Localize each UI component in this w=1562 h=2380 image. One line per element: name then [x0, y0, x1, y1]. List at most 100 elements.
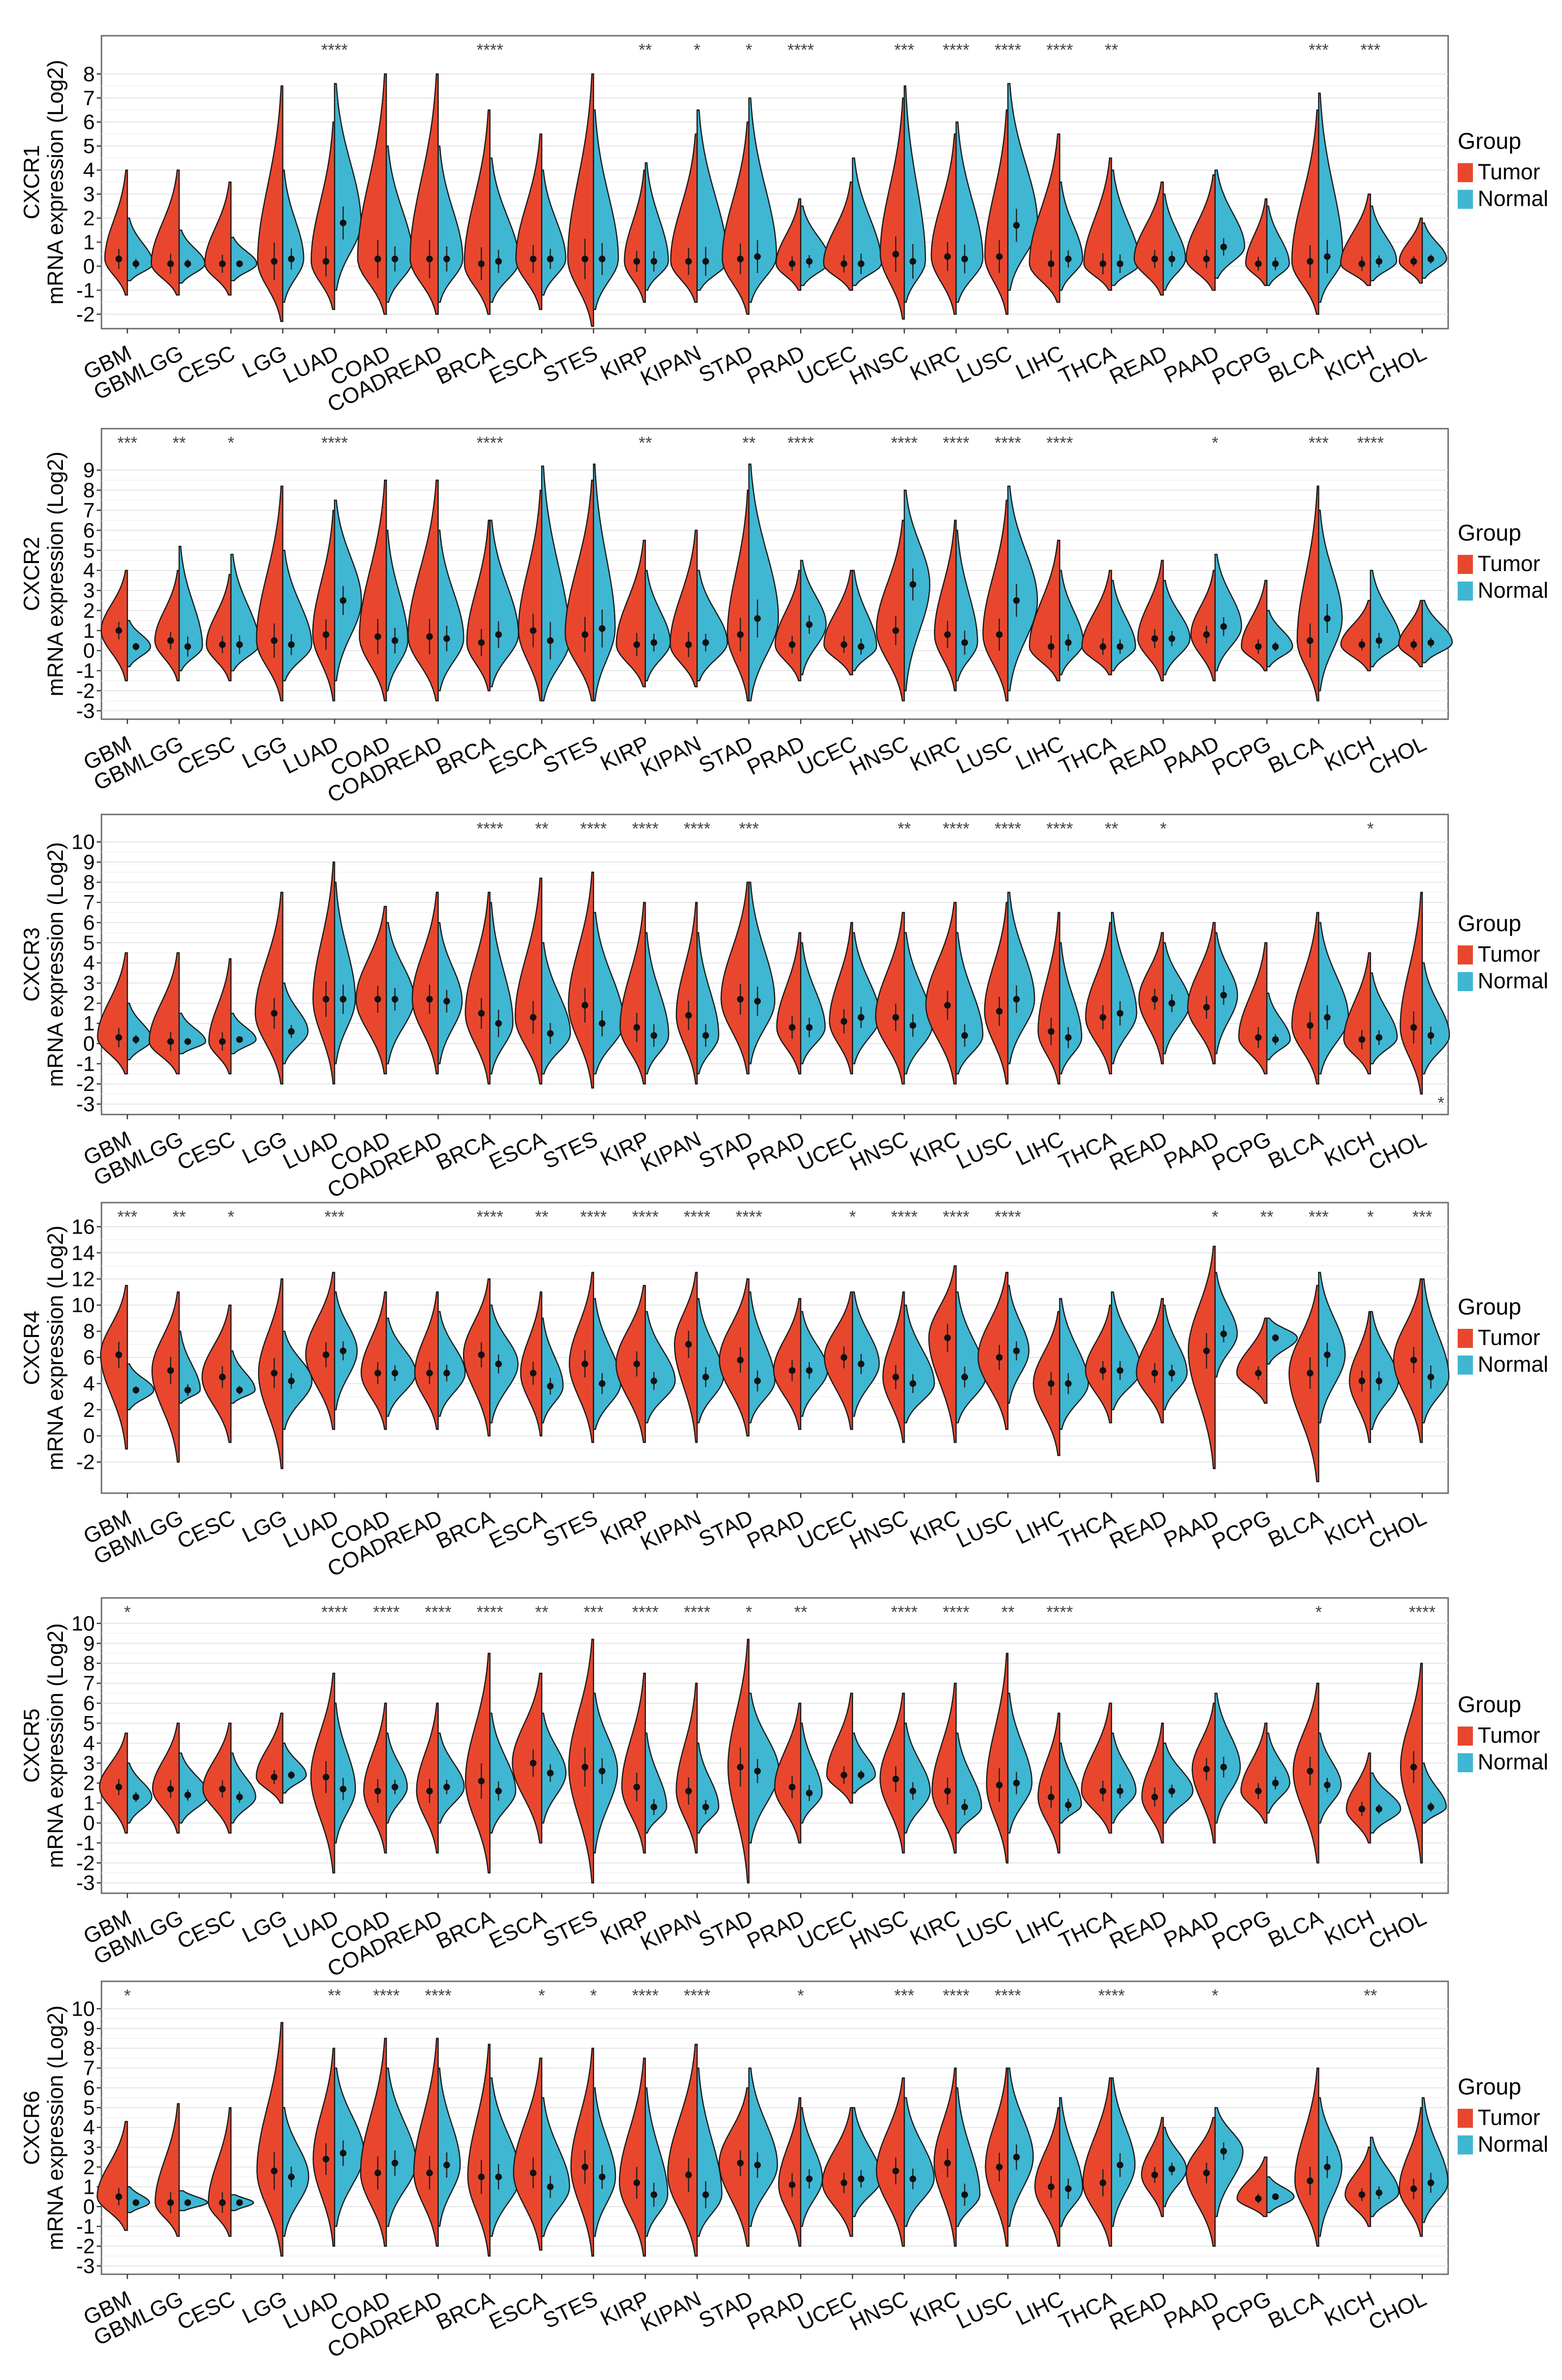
- median-point-tumor: [530, 1759, 537, 1767]
- median-point-normal: [961, 255, 968, 262]
- violin-normal-coad: [385, 530, 409, 692]
- median-point-tumor: [685, 258, 692, 265]
- violin-tumor-lihc: [1037, 912, 1060, 1085]
- median-point-normal: [961, 1032, 968, 1039]
- legend-title: Group: [1458, 129, 1521, 154]
- median-point-normal: [340, 220, 347, 227]
- median-point-tumor: [1099, 260, 1107, 267]
- y-tick-label: 1: [83, 1792, 95, 1815]
- median-point-tumor: [1358, 641, 1365, 648]
- median-point-tumor: [581, 255, 588, 262]
- significance-mark: ****: [787, 40, 814, 60]
- x-tick-label: KICH: [1320, 1505, 1379, 1550]
- significance-mark: **: [742, 433, 756, 452]
- median-point-tumor: [840, 641, 847, 648]
- legend-title: Group: [1458, 911, 1521, 936]
- legend-title: Group: [1458, 2075, 1521, 2100]
- median-point-normal: [443, 1369, 450, 1376]
- violin-tumor-esca: [518, 489, 543, 702]
- median-point-normal: [392, 1369, 399, 1376]
- median-point-tumor: [1255, 1034, 1262, 1041]
- x-tick-label: CESC: [173, 1505, 239, 1554]
- significance-mark: ****: [995, 1207, 1021, 1226]
- median-point-normal: [132, 643, 140, 650]
- legend-swatch-normal: [1458, 582, 1473, 601]
- violin-normal-lusc: [1007, 485, 1038, 692]
- median-point-normal: [702, 1032, 709, 1039]
- violin-tumor-lusc: [984, 109, 1009, 315]
- x-tick-label: LUSC: [952, 1905, 1016, 1953]
- violin-normal-read: [1162, 2127, 1187, 2208]
- x-tick-label: CESC: [173, 1126, 239, 1175]
- median-point-tumor: [944, 2159, 951, 2167]
- significance-mark: ****: [1046, 819, 1073, 838]
- median-point-normal: [340, 995, 347, 1003]
- median-point-normal: [1168, 255, 1175, 262]
- significance-mark: ****: [632, 819, 659, 838]
- legend-swatch-normal: [1458, 190, 1473, 209]
- violin-tumor-stad: [722, 121, 750, 315]
- y-tick-label: 6: [83, 2077, 95, 2100]
- y-tick-label: 5: [83, 539, 95, 562]
- x-tick-label: PAAD: [1160, 1905, 1223, 1952]
- violin-normal-chol: [1421, 222, 1447, 279]
- violin-tumor-luad: [310, 1672, 335, 1874]
- significance-mark: ****: [1046, 40, 1073, 60]
- violin-normal-pcpg: [1266, 1317, 1298, 1365]
- median-point-normal: [392, 255, 399, 262]
- median-point-tumor: [374, 255, 382, 262]
- violin-normal-kirp: [645, 932, 669, 1075]
- median-point-tumor: [219, 641, 226, 648]
- median-point-normal: [236, 1794, 243, 1801]
- median-point-normal: [547, 2183, 554, 2190]
- median-point-tumor: [788, 1367, 796, 1374]
- median-point-tumor: [737, 255, 744, 262]
- violin-tumor-lusc: [984, 902, 1009, 1085]
- y-tick-label: 4: [83, 159, 95, 182]
- violin-tumor-coad: [360, 1291, 387, 1430]
- x-tick-label: HNSC: [846, 1126, 912, 1175]
- violin-tumor-thca: [1083, 157, 1112, 291]
- x-tick-label: LIHC: [1012, 2286, 1068, 2330]
- median-point-tumor: [1358, 1036, 1365, 1043]
- significance-mark: *: [1212, 1207, 1219, 1226]
- violin-normal-hnsc: [904, 489, 931, 692]
- median-point-normal: [1065, 2185, 1072, 2192]
- violin-normal-lgg: [282, 169, 304, 303]
- median-point-normal: [598, 625, 605, 632]
- median-point-normal: [1168, 1000, 1175, 1007]
- violin-normal-cesc: [230, 553, 260, 672]
- y-tick-label: 2: [83, 1398, 95, 1422]
- median-point-tumor: [1099, 2179, 1107, 2187]
- violin-tumor-esca: [514, 877, 543, 1085]
- median-point-normal: [961, 2191, 968, 2198]
- violin-tumor-paad: [1190, 570, 1216, 682]
- x-tick-label: KICH: [1320, 2286, 1379, 2331]
- violin-tumor-stad: [718, 2087, 750, 2247]
- violin-normal-esca: [541, 2097, 570, 2237]
- violin-tumor-gbm: [100, 1285, 128, 1450]
- median-point-tumor: [1358, 2191, 1365, 2198]
- y-axis-label-gene: CXCR2: [19, 537, 44, 611]
- violin-tumor-prad: [773, 1298, 802, 1430]
- median-point-tumor: [944, 1002, 951, 1009]
- violin-tumor-stes: [570, 2048, 595, 2257]
- violin-normal-ucec: [852, 932, 881, 1064]
- y-tick-label: 16: [71, 1215, 95, 1238]
- x-tick-label: STES: [539, 1505, 602, 1552]
- violin-tumor-blca: [1288, 1285, 1320, 1483]
- y-tick-label: 8: [83, 479, 95, 502]
- x-tick-label: HNSC: [846, 1905, 912, 1954]
- x-tick-label: STAD: [695, 2286, 757, 2333]
- violin-normal-gbm: [127, 1363, 154, 1411]
- violin-tumor-prad: [774, 1702, 802, 1844]
- significance-mark: *: [849, 1207, 856, 1226]
- legend-label-normal: Normal: [1478, 578, 1548, 603]
- median-point-normal: [650, 1803, 657, 1810]
- median-point-tumor: [271, 2168, 278, 2175]
- significance-mark: **: [1260, 1207, 1273, 1226]
- median-point-tumor: [1255, 1369, 1262, 1376]
- violin-tumor-kich: [1344, 2147, 1371, 2227]
- y-axis-label: mRNA expression (Log2): [43, 452, 68, 696]
